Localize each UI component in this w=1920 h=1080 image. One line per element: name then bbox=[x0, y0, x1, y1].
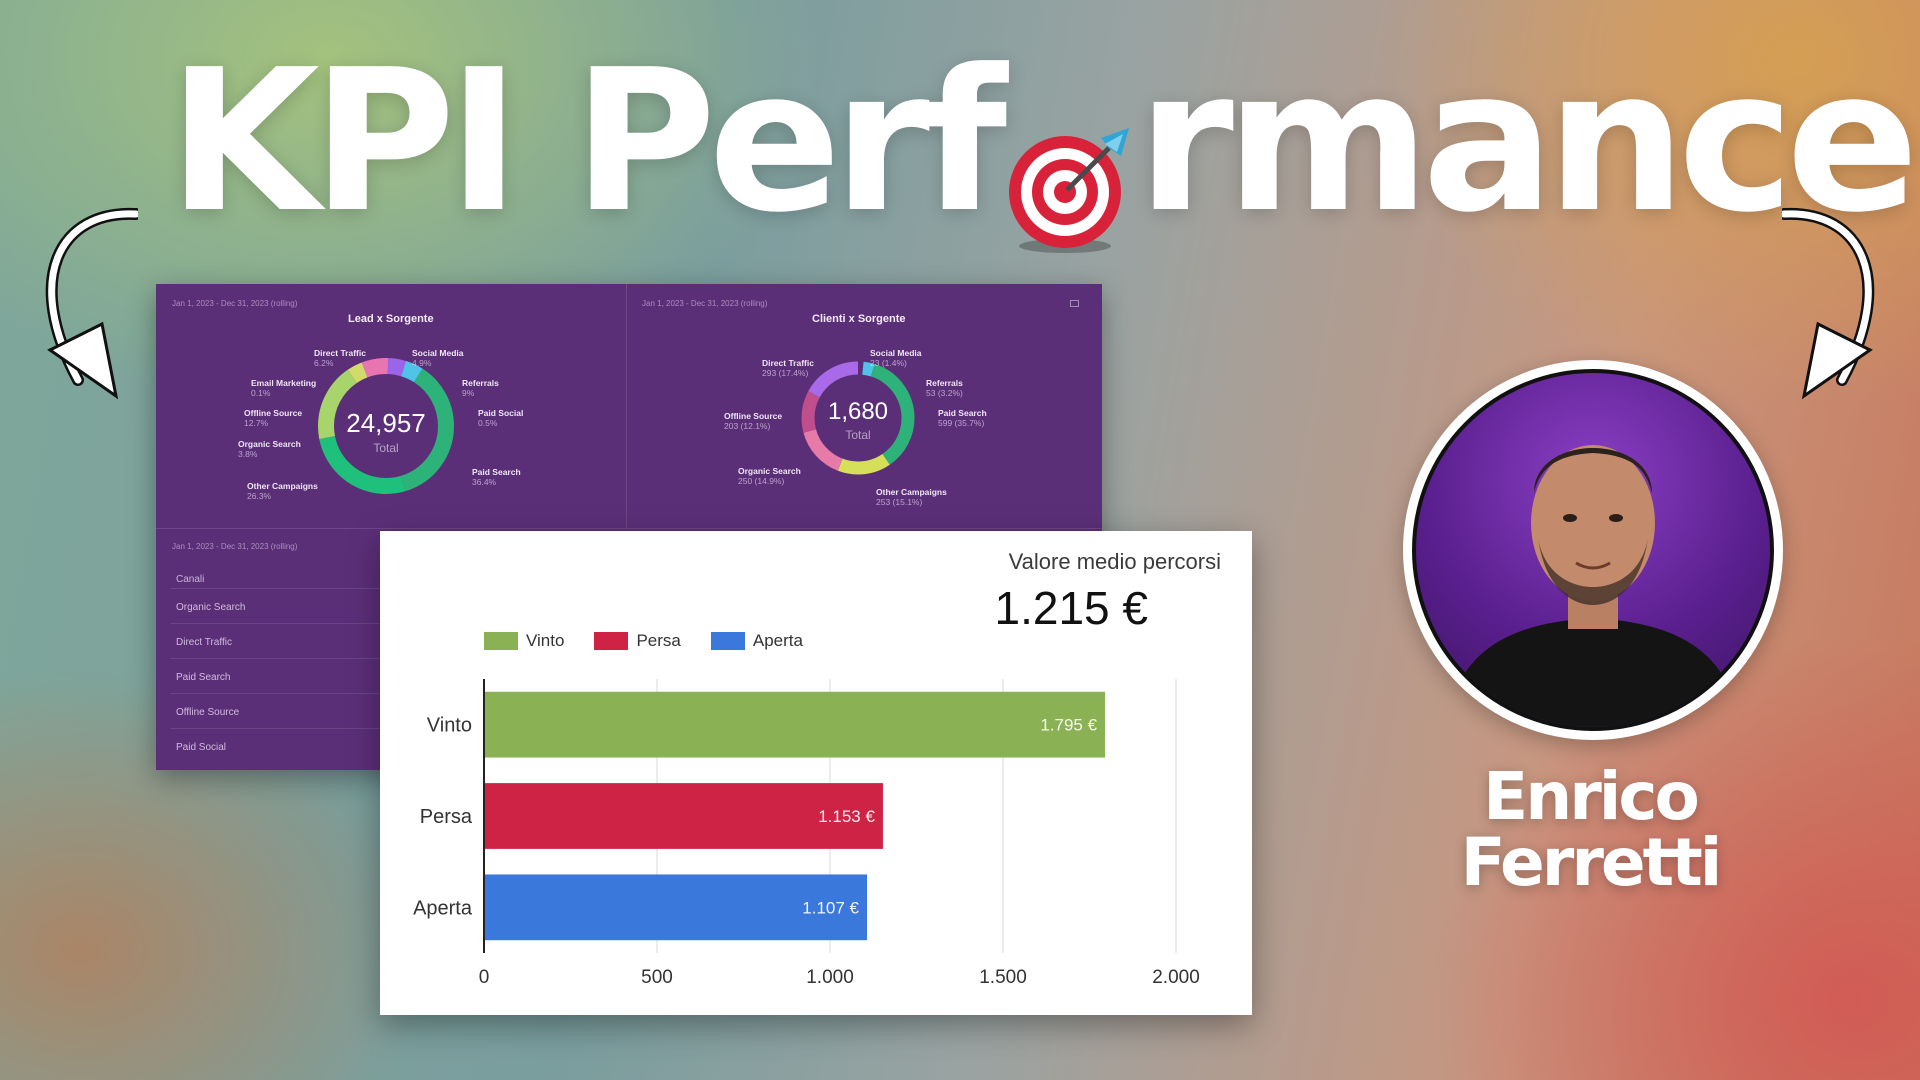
donut-total-label: Total bbox=[845, 428, 871, 442]
donut-label: Social Media 4.9% bbox=[412, 348, 464, 368]
donut-label: Other Campaigns 26.3% bbox=[247, 481, 318, 501]
divider bbox=[170, 623, 380, 624]
curved-arrow-left-icon bbox=[45, 207, 138, 400]
presenter-first-name: Enrico bbox=[1483, 758, 1700, 835]
kpi-label: Valore medio percorsi bbox=[1008, 549, 1221, 574]
x-tick-label: 1.500 bbox=[979, 967, 1027, 988]
donut-label: Direct Traffic 6.2% bbox=[314, 348, 366, 368]
table-row: Organic Search bbox=[176, 602, 246, 613]
legend-label: Aperta bbox=[752, 631, 803, 650]
table-row: Paid Search bbox=[176, 672, 231, 683]
divider bbox=[170, 658, 380, 659]
clienti-donut-chart bbox=[801, 361, 915, 475]
panel-divider bbox=[156, 528, 1102, 529]
x-tick-label: 0 bbox=[479, 967, 490, 988]
bar-chart: 0 500 1.000 1.500 2.000 1.795 € Vinto 1.153 € Pe… bbox=[413, 679, 1200, 988]
donut-label: Paid Search 36.4% bbox=[472, 467, 521, 487]
donut-label: Referrals 9% bbox=[462, 378, 499, 398]
y-category-label: Aperta bbox=[413, 897, 473, 919]
chart-legend: Vinto Persa Aperta bbox=[484, 631, 803, 651]
divider bbox=[170, 588, 380, 589]
kpi-value: 1.215 € bbox=[994, 582, 1148, 634]
curved-arrow-right-icon bbox=[1782, 207, 1875, 400]
panel-title: Clienti x Sorgente bbox=[812, 313, 906, 325]
person-portrait-icon bbox=[1446, 445, 1740, 727]
donut-label: Organic Search 3.8% bbox=[238, 439, 301, 459]
bar bbox=[485, 783, 883, 849]
donut-label: Offline Source 203 (12.1%) bbox=[724, 411, 783, 431]
avatar bbox=[1403, 360, 1783, 740]
bar-value-label: 1.153 € bbox=[818, 807, 875, 826]
donut-label: Email Marketing 0.1% bbox=[251, 378, 317, 398]
legend-label: Persa bbox=[636, 631, 681, 650]
table-header: Canali bbox=[176, 574, 205, 585]
table-row: Paid Social bbox=[176, 742, 227, 753]
bar-chart-card: Valore medio percorsi 1.215 € Vinto Pers… bbox=[380, 531, 1252, 1015]
legend-label: Vinto bbox=[526, 631, 565, 650]
table-row: Offline Source bbox=[176, 707, 240, 718]
presenter-last-name: Ferretti bbox=[1460, 824, 1723, 901]
legend-item: Persa bbox=[594, 631, 681, 651]
divider bbox=[170, 693, 380, 694]
date-range: Jan 1, 2023 - Dec 31, 2023 (rolling) bbox=[172, 542, 298, 551]
x-tick-label: 1.000 bbox=[806, 967, 854, 988]
dartboard-target-icon bbox=[1005, 89, 1135, 253]
donut-label: Direct Traffic 293 (17.4%) bbox=[762, 358, 814, 378]
donut-label: Paid Social 0.5% bbox=[478, 408, 524, 428]
date-range: Jan 1, 2023 - Dec 31, 2023 (rolling) bbox=[172, 299, 298, 308]
panel-divider bbox=[626, 284, 627, 528]
donut-total: 1,680 bbox=[827, 398, 889, 425]
donut-label: Organic Search 250 (14.9%) bbox=[738, 466, 801, 486]
avatar-photo bbox=[1412, 369, 1774, 731]
donut-label: Paid Search 599 (35.7%) bbox=[938, 408, 987, 428]
bar-value-label: 1.795 € bbox=[1040, 716, 1097, 735]
legend-item: Aperta bbox=[710, 631, 803, 651]
expand-icon[interactable] bbox=[1070, 300, 1079, 307]
divider bbox=[170, 728, 380, 729]
legend-swatch bbox=[484, 632, 518, 650]
date-range: Jan 1, 2023 - Dec 31, 2023 (rolling) bbox=[642, 299, 768, 308]
presenter-name: Enrico Ferretti bbox=[1440, 764, 1740, 896]
table-row: Direct Traffic bbox=[176, 637, 232, 648]
legend-item: Vinto bbox=[484, 631, 564, 651]
legend-swatch bbox=[710, 632, 745, 650]
x-tick-label: 500 bbox=[641, 967, 673, 988]
x-tick-label: 2.000 bbox=[1152, 967, 1200, 988]
legend-swatch bbox=[594, 632, 629, 650]
donut-label: Offline Source 12.7% bbox=[244, 408, 303, 428]
y-category-label: Vinto bbox=[427, 715, 472, 737]
y-category-label: Persa bbox=[420, 806, 473, 828]
donut-label: Social Media 23 (1.4%) bbox=[870, 348, 922, 368]
title-part-1: KPI Perf bbox=[168, 28, 1007, 256]
bar bbox=[485, 691, 1106, 758]
donut-total: 24,957 bbox=[346, 408, 426, 438]
donut-total-label: Total bbox=[373, 441, 399, 455]
donut-label: Other Campaigns 253 (15.1%) bbox=[876, 487, 947, 507]
lead-donut-chart bbox=[318, 358, 454, 494]
bar bbox=[485, 874, 868, 941]
page-title: KPI Perf rmance bbox=[168, 28, 1919, 256]
donut-label: Referrals 53 (3.2%) bbox=[926, 378, 963, 398]
panel-title: Lead x Sorgente bbox=[348, 313, 434, 325]
bar-value-label: 1.107 € bbox=[802, 898, 859, 917]
